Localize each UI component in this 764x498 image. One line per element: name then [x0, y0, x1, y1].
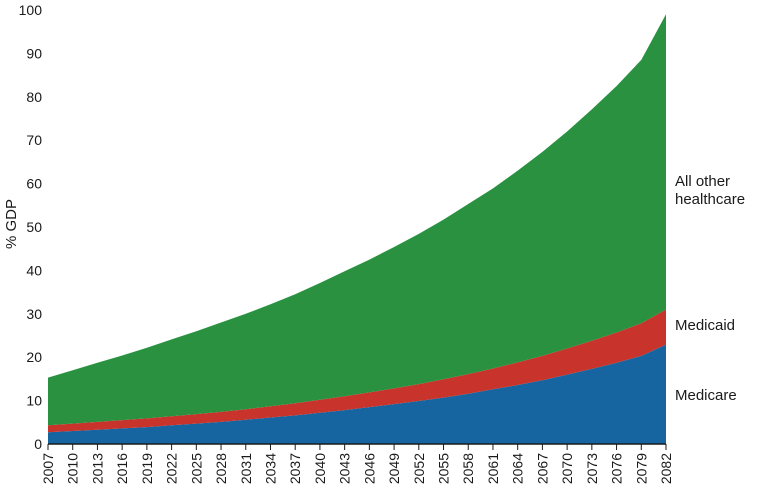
area-all-other-healthcare	[48, 14, 666, 426]
x-tick-label: 2040	[312, 453, 328, 484]
y-tick-label: 20	[26, 349, 42, 365]
x-tick-label: 2034	[263, 453, 279, 484]
x-tick-label: 2058	[460, 453, 476, 484]
x-tick-label: 2055	[436, 453, 452, 484]
y-tick-label: 70	[26, 132, 42, 148]
x-tick-label: 2061	[485, 453, 501, 484]
y-axis-title: % GDP	[3, 199, 20, 249]
y-tick-label: 90	[26, 45, 42, 61]
x-tick-label: 2031	[238, 453, 254, 484]
x-tick-label: 2082	[658, 453, 674, 484]
series-label-all-other-healthcare: All other healthcare	[675, 173, 745, 208]
x-tick-label: 2007	[40, 453, 56, 484]
x-tick-label: 2076	[609, 453, 625, 484]
x-tick-label: 2022	[164, 453, 180, 484]
series-label-medicaid: Medicaid	[675, 317, 735, 334]
y-tick-label: 80	[26, 89, 42, 105]
series-label-medicare: Medicare	[675, 387, 737, 404]
x-tick-label: 2013	[89, 453, 105, 484]
x-tick-label: 2067	[534, 453, 550, 484]
y-tick-label: 0	[34, 436, 42, 452]
x-tick-label: 2073	[584, 453, 600, 484]
y-axis-ticks: 0 10 20 30 40 50 60 70 80 90 100	[19, 2, 43, 452]
x-tick-label: 2049	[386, 453, 402, 484]
y-tick-label: 30	[26, 306, 42, 322]
y-tick-label: 60	[26, 176, 42, 192]
series-label-all-other-line2: healthcare	[675, 191, 745, 208]
y-tick-label: 100	[19, 2, 43, 18]
x-tick-label: 2016	[114, 453, 130, 484]
x-tick-label: 2064	[510, 453, 526, 484]
x-tick-label: 2025	[188, 453, 204, 484]
x-tick-label: 2028	[213, 453, 229, 484]
y-tick-label: 10	[26, 393, 42, 409]
y-tick-label: 40	[26, 262, 42, 278]
y-tick-label: 50	[26, 219, 42, 235]
x-axis-ticks: 2007 2010 2013 2016 2019 2022 2025 2028 2031 2034…	[40, 444, 674, 484]
x-tick-label: 2046	[361, 453, 377, 484]
series-label-all-other-line1: All other	[675, 173, 730, 190]
area-medicaid	[48, 309, 666, 433]
x-tick-label: 2079	[633, 453, 649, 484]
x-tick-label: 2010	[65, 453, 81, 484]
chart-areas	[48, 14, 666, 444]
x-tick-label: 2037	[287, 453, 303, 484]
x-tick-label: 2070	[559, 453, 575, 484]
x-tick-label: 2019	[139, 453, 155, 484]
area-medicare	[48, 344, 666, 444]
x-tick-label: 2052	[411, 453, 427, 484]
x-tick-label: 2043	[337, 453, 353, 484]
